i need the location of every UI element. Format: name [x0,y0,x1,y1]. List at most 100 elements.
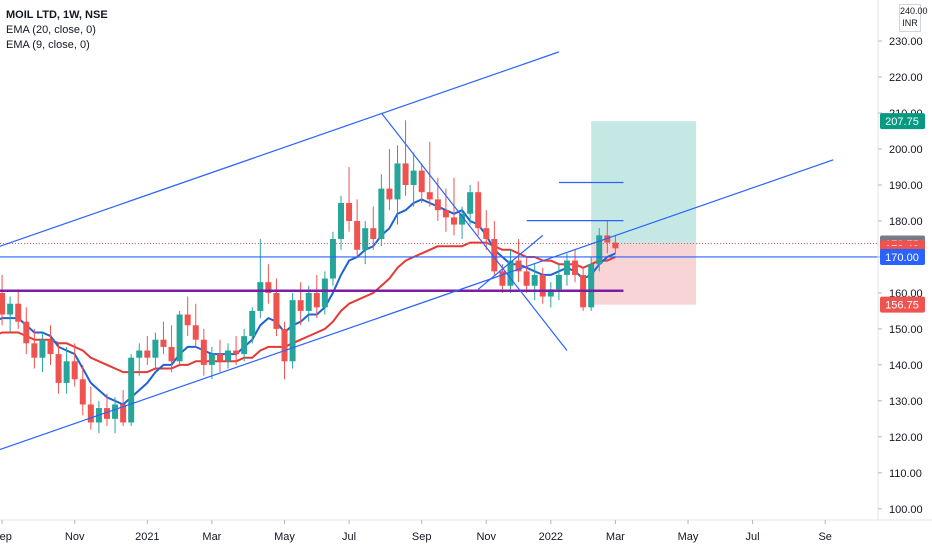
x-tick-label: 2021 [135,531,159,543]
currency-label[interactable]: 240.00 INR [899,4,928,32]
candle-body [87,404,94,423]
price-badge[interactable] [880,296,925,313]
x-tick-label: Jul [746,531,760,543]
y-tick-label: 230.00 [889,36,923,48]
channel-lower-line[interactable] [0,159,834,466]
candle-body [612,242,619,249]
candle-body [265,282,272,293]
candle-body [208,354,215,365]
indicator-ema9[interactable]: EMA (9, close, 0) [6,39,90,51]
candle-body [329,238,336,279]
candle-body [434,199,441,211]
y-tick-label: 150.00 [889,324,923,336]
candle-body [426,192,433,200]
candle-body [192,325,199,340]
candle-body [0,292,6,315]
candle-body [394,163,401,200]
short-trendline[interactable] [477,234,544,290]
x-tick-label: Nov [65,531,85,543]
candle-body [281,328,288,362]
channel-upper-line[interactable] [0,51,560,262]
candle-body [71,361,78,380]
candle-body [225,350,232,362]
candle-body [200,339,207,365]
drawings[interactable] [0,51,878,466]
candle-body [499,271,506,286]
x-tick-label: Nov [476,531,496,543]
candle-body [297,300,304,311]
candle-body [475,192,482,229]
y-tick-label: 140.00 [889,360,923,372]
candle-body [168,346,175,362]
x-tick-label: Mar [606,531,625,543]
candle-body [467,192,474,214]
candle-body [23,321,30,344]
candle-body [442,210,449,218]
candle-body [79,379,86,405]
price-badge-label: 207.75 [885,116,919,128]
candle-body [547,289,554,297]
candle-body [7,303,14,315]
stop-zone[interactable] [591,243,697,305]
axis-top-label: 240.00 [900,6,928,16]
price-badge[interactable] [880,113,925,130]
candle-body [39,339,46,358]
candle-body [249,310,256,337]
price-axis[interactable]: 100.00110.00120.00130.00140.00150.00160.… [877,0,925,520]
candle-body [539,274,546,297]
candle-body [31,343,38,358]
price-badge-label: 156.75 [885,300,919,312]
candle-body [120,404,127,423]
candle-body [386,188,393,200]
candle-body [184,314,191,326]
position-zones[interactable] [591,121,697,305]
candle-body [555,274,562,290]
candle-body [338,202,345,239]
y-tick-label: 130.00 [889,396,923,408]
y-tick-label: 100.00 [889,504,923,516]
candle-body [55,354,62,383]
candle-body [459,213,466,225]
candle-body [160,339,167,347]
ema20-line [0,241,616,374]
x-tick-label: Mar [202,531,221,543]
candle-body [103,408,110,419]
candle-body [63,361,70,383]
candle-body [588,264,595,308]
candles [0,120,619,434]
y-tick-label: 190.00 [889,180,923,192]
candle-body [233,350,240,355]
y-tick-label: 180.00 [889,216,923,228]
candle-body [491,238,498,272]
legend: MOIL LTD, 1W, NSE EMA (20, close, 0) EMA… [6,8,108,53]
time-axis[interactable]: Sep Nov 2021 Mar May Jul Sep Nov 2022 Mar May Jul Se [0,519,932,543]
candle-body [289,300,296,362]
candle-body [47,339,54,355]
y-tick-label: 220.00 [889,72,923,84]
descending-trendline[interactable] [380,112,568,351]
candle-body [354,220,361,250]
price-badge[interactable] [880,248,925,265]
x-tick-label: Se [818,531,831,543]
y-tick-label: 120.00 [889,432,923,444]
candle-body [152,339,159,358]
candle-body [313,292,320,308]
candle-body [321,278,328,308]
candle-body [136,350,143,358]
candle-body [112,404,119,419]
candle-body [257,282,264,311]
candle-body [402,163,409,185]
indicator-ema20[interactable]: EMA (20, close, 0) [6,24,96,36]
x-tick-label: May [274,531,295,543]
candle-body [144,350,151,358]
candle-body [241,336,248,355]
candle-body [563,260,570,275]
candle-body [273,292,280,329]
candle-body [515,260,522,272]
candle-body [128,357,135,423]
y-tick-label: 110.00 [889,468,922,480]
symbol-title[interactable]: MOIL LTD, 1W, NSE [6,9,108,21]
candle-body [483,228,490,239]
